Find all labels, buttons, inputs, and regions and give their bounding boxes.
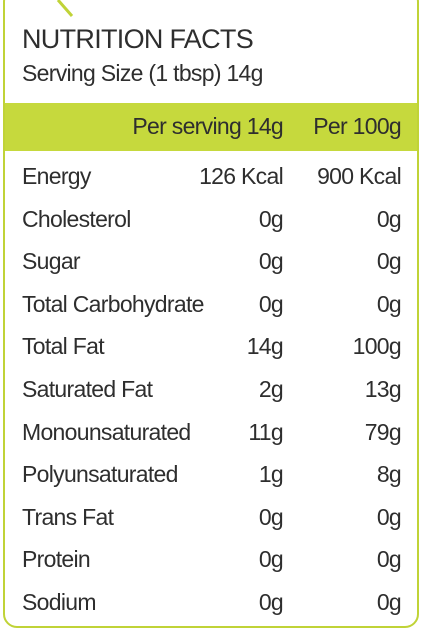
nutrient-value: 8g xyxy=(376,461,402,488)
nutrient-value: 14g xyxy=(246,333,284,360)
serving-size: Serving Size (1 tbsp) 14g xyxy=(22,60,263,86)
nutrient-value: 0g xyxy=(376,503,402,530)
nutrient-name: Polyunsaturated xyxy=(22,461,178,488)
nutrient-value: 13g xyxy=(364,376,402,402)
nutrient-name: Trans Fat xyxy=(22,503,114,530)
nutrient-value: 1g xyxy=(258,461,284,488)
nutrient-value: 11g xyxy=(248,418,283,445)
nutrient-name: Monounsaturated xyxy=(22,418,191,445)
nutrient-value: 0g xyxy=(258,248,284,275)
nutrient-value: 900 Kcal xyxy=(317,163,402,189)
label-border xyxy=(3,0,419,628)
nutrient-value: 0g xyxy=(258,290,284,317)
nutrient-name: Total Carbohydrate xyxy=(22,290,204,317)
nutrient-name: Saturated Fat xyxy=(22,376,153,402)
nutrient-value: 0g xyxy=(376,589,402,615)
nutrient-value: 0g xyxy=(258,546,284,573)
nutrient-value: 0g xyxy=(376,248,402,275)
nutrient-name: Cholesterol xyxy=(22,205,131,232)
leaf-decoration xyxy=(56,0,74,17)
nutrient-value: 0g xyxy=(258,205,284,232)
column-header: Per serving 14g xyxy=(132,113,283,139)
nutrient-name: Sugar xyxy=(22,248,81,275)
nutrient-value: 2g xyxy=(258,376,284,402)
nutrient-name: Energy xyxy=(22,163,91,189)
title: NUTRITION FACTS xyxy=(22,24,254,54)
nutrient-value: 0g xyxy=(376,546,402,573)
nutrient-value: 79g xyxy=(364,418,402,445)
nutrient-value: 0g xyxy=(376,290,402,317)
nutrient-value: 0g xyxy=(258,503,284,530)
column-header-band xyxy=(5,103,417,151)
nutrient-name: Protein xyxy=(22,546,91,573)
nutrient-name: Sodium xyxy=(22,589,96,615)
nutrient-value: 100g xyxy=(352,333,402,360)
nutrient-value: 126 Kcal xyxy=(199,163,284,189)
column-header: Per 100g xyxy=(313,113,401,139)
nutrient-name: Total Fat xyxy=(22,333,105,360)
nutrient-value: 0g xyxy=(258,589,284,615)
nutrient-value: 0g xyxy=(376,205,402,232)
